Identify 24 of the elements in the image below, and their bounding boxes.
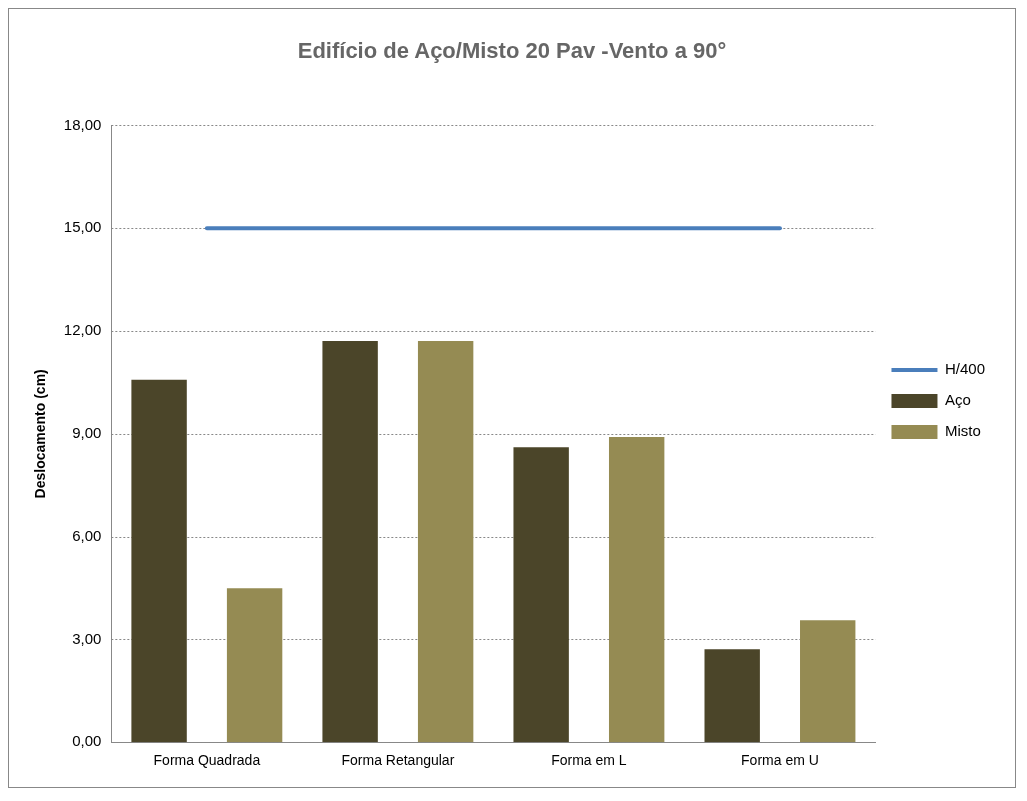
y-tick-label: 3,00 [72, 629, 102, 647]
legend-label: H/400 [944, 360, 985, 378]
y-tick-label: 9,00 [72, 423, 102, 441]
bar [513, 447, 569, 743]
bar [417, 340, 474, 743]
y-tick-label: 15,00 [63, 218, 102, 236]
legend-label: Aço [944, 391, 971, 409]
bar [800, 620, 856, 743]
bar [226, 588, 283, 743]
y-axis-title: Deslocamento (cm) [32, 369, 49, 499]
y-tick-label: 6,00 [72, 526, 102, 544]
x-tick-label: Forma em U [741, 752, 819, 769]
x-tick-label: Forma Quadrada [153, 752, 261, 769]
bar [322, 340, 378, 743]
bar [131, 379, 187, 743]
x-tick-label: Forma em L [551, 752, 627, 769]
bar [704, 649, 760, 743]
x-tick-label: Forma Retangular [341, 752, 455, 769]
y-tick-label: 18,00 [63, 115, 102, 133]
legend-label: Misto [944, 422, 981, 440]
y-tick-label: 12,00 [63, 321, 102, 339]
bar [608, 436, 665, 743]
y-tick-label: 0,00 [72, 732, 102, 750]
chart-title: Edifício de Aço/Misto 20 Pav -Vento a 90° [297, 38, 727, 64]
